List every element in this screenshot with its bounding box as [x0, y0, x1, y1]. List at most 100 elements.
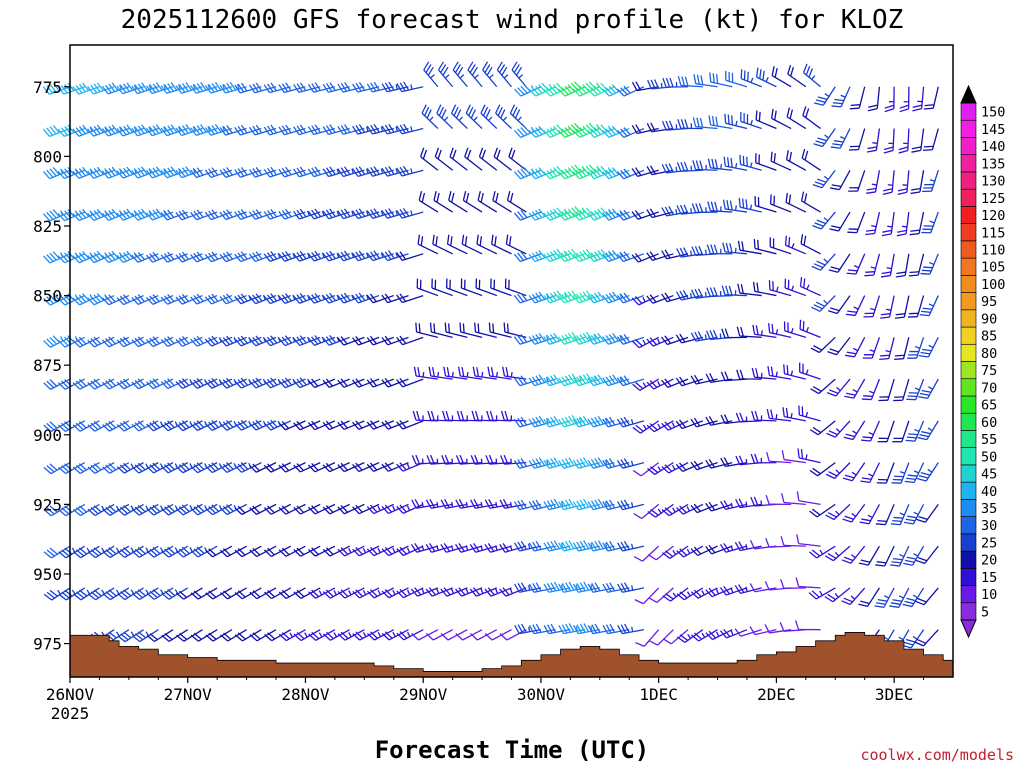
wind-barb — [587, 623, 615, 635]
wind-barb — [117, 629, 144, 643]
wind-barb — [487, 366, 512, 380]
wind-barb — [646, 165, 674, 176]
colorbar-bottom-arrow — [960, 619, 977, 639]
wind-barb — [87, 545, 115, 559]
wind-barb — [897, 170, 910, 196]
colorbar-label: 70 — [981, 380, 997, 396]
wind-barb — [572, 457, 600, 469]
wind-barb — [396, 503, 424, 514]
wind-barb — [366, 123, 394, 135]
wind-barb — [616, 416, 645, 428]
wind-barb — [753, 238, 777, 255]
wind-barb — [889, 545, 910, 567]
wind-barb — [617, 623, 645, 635]
wind-barb — [477, 191, 498, 213]
wind-barb — [719, 543, 748, 553]
wind-barb — [751, 367, 777, 380]
wind-barb — [145, 124, 174, 137]
wind-barb — [723, 156, 748, 171]
wind-barb — [190, 587, 218, 600]
wind-barb — [234, 587, 262, 600]
wind-barb — [322, 378, 350, 389]
wind-barb — [633, 545, 660, 562]
wind-barb — [705, 544, 733, 555]
wind-barb — [219, 124, 247, 136]
wind-barb — [470, 629, 498, 641]
colorbar-label: 100 — [981, 277, 1005, 293]
wind-barb — [264, 587, 292, 600]
terrain-area — [69, 632, 954, 678]
wind-barb — [895, 253, 910, 278]
wind-barb — [633, 503, 660, 520]
wind-barb — [57, 82, 85, 95]
wind-barb — [690, 503, 718, 514]
y-tick-label: 975 — [33, 635, 62, 654]
wind-barb — [892, 420, 910, 443]
wind-barb — [572, 415, 600, 428]
wind-barb — [145, 82, 174, 95]
wind-barb — [514, 582, 542, 593]
wind-barb — [490, 278, 512, 297]
wind-barb — [432, 234, 453, 255]
wind-barb — [396, 420, 424, 430]
colorbar-label: 30 — [981, 518, 997, 534]
wind-barb — [859, 504, 880, 525]
wind-barb — [842, 503, 866, 523]
wind-barb — [922, 128, 939, 151]
wind-barb — [440, 498, 468, 509]
wind-barb — [428, 366, 453, 380]
colorbar-label: 45 — [981, 467, 997, 483]
wind-barb — [42, 82, 71, 95]
wind-barb — [889, 587, 910, 609]
wind-barb — [800, 234, 821, 255]
wind-barb — [293, 545, 321, 557]
wind-barb — [396, 377, 424, 388]
wind-barb — [918, 378, 939, 399]
wind-barb — [190, 167, 218, 179]
wind-barb — [784, 235, 807, 255]
wind-barb — [825, 462, 851, 479]
wind-barb — [381, 81, 409, 93]
wind-barb — [293, 629, 321, 642]
wind-barb — [508, 147, 527, 171]
wind-barb — [469, 587, 498, 597]
y-tick-label: 775 — [33, 78, 62, 97]
wind-barb — [661, 462, 689, 474]
wind-barb — [690, 374, 718, 385]
wind-barb — [278, 587, 306, 600]
wind-barb — [234, 124, 262, 136]
wind-barb — [848, 128, 866, 151]
wind-barb — [504, 278, 527, 297]
wind-barb — [602, 540, 630, 552]
wind-barb — [558, 164, 586, 180]
wind-barb — [366, 378, 395, 388]
wind-barb — [558, 81, 586, 97]
wind-barb — [740, 112, 762, 130]
wind-barb — [770, 108, 792, 130]
colorbar-swatch — [960, 499, 977, 517]
wind-barb — [904, 462, 925, 484]
wind-barb — [875, 504, 895, 526]
wind-barb — [722, 199, 748, 213]
wind-barb — [543, 124, 571, 139]
wind-barb — [863, 295, 881, 318]
wind-barb — [543, 581, 571, 593]
x-tick-sublabel: 2025 — [51, 704, 90, 723]
wind-barb — [795, 620, 821, 631]
colorbar-swatch — [960, 395, 977, 414]
colorbar-top-arrow — [960, 84, 977, 104]
wind-barb — [219, 251, 247, 263]
wind-barb — [648, 587, 674, 604]
x-tick-label: 26NOV — [46, 685, 95, 704]
wind-barb — [709, 72, 733, 88]
wind-barb — [337, 82, 365, 93]
wind-barb — [662, 629, 689, 645]
colorbar-label: 145 — [981, 122, 1005, 138]
wind-barb — [204, 167, 233, 179]
wind-barb — [587, 457, 615, 469]
wind-barb — [366, 81, 394, 93]
wind-barb — [543, 207, 571, 221]
colorbar-label: 150 — [981, 105, 1005, 121]
wind-barb — [847, 211, 866, 234]
